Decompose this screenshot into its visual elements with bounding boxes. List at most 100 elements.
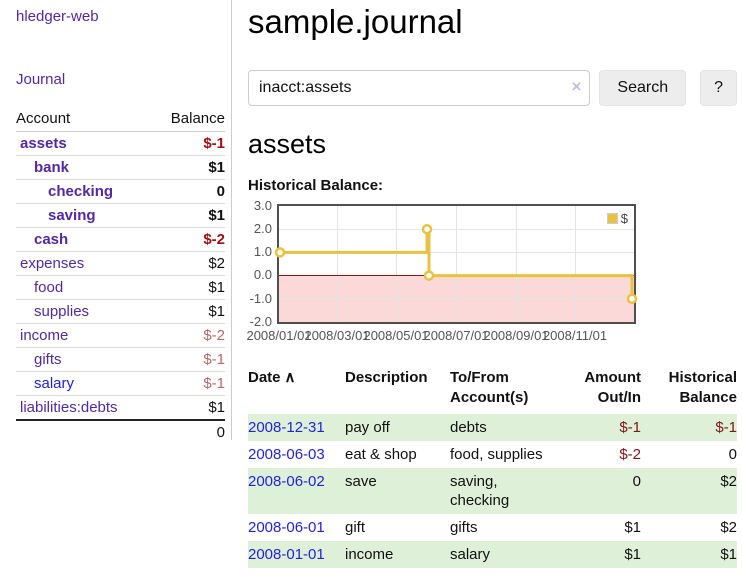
- transaction-amount: $1: [624, 519, 641, 536]
- transaction-amount: $-2: [619, 446, 641, 463]
- transaction-accounts: gifts: [450, 519, 478, 536]
- transaction-balance: $2: [720, 473, 737, 490]
- x-tick-label: 2008/07/01: [423, 328, 489, 343]
- search-input[interactable]: [248, 70, 591, 106]
- transaction-date-link[interactable]: 2008-06-03: [248, 446, 325, 463]
- data-point-marker: [423, 270, 435, 281]
- transaction-row: 2008-12-31 pay off debts $-1 $-1: [248, 414, 737, 441]
- clear-search-icon[interactable]: ×: [571, 77, 582, 96]
- transaction-balance: $-1: [715, 419, 737, 436]
- account-link-gifts[interactable]: gifts: [34, 351, 62, 368]
- account-row-assets: assets $-1: [16, 132, 225, 156]
- account-row-saving: saving $1: [16, 203, 225, 228]
- account-link-bank[interactable]: bank: [34, 159, 70, 176]
- account-link-food[interactable]: food: [34, 279, 64, 296]
- account-balance-cash: $-2: [152, 227, 225, 252]
- accounts-table: Account Balance assets $-1 bank $1 check…: [16, 106, 225, 444]
- x-tick-label: 2008/05/01: [363, 328, 429, 343]
- transaction-date-link[interactable]: 2008-12-31: [248, 419, 325, 436]
- transaction-amount: $-1: [619, 419, 641, 436]
- account-row-expenses: expenses $2: [16, 251, 225, 276]
- accounts-total-row: 0: [16, 419, 225, 444]
- transaction-description: eat & shop: [345, 446, 417, 463]
- x-tick-label: 2008/03/01: [304, 328, 370, 343]
- account-balance-liabilities-debts: $1: [152, 395, 225, 420]
- page-title: sample.journal: [248, 3, 463, 40]
- date-column-header[interactable]: Date ∧: [248, 369, 296, 386]
- transaction-balance: 0: [728, 446, 737, 463]
- legend-swatch-icon: [606, 213, 618, 224]
- legend-label: $: [620, 211, 628, 226]
- transaction-row: 2008-06-03 eat & shop food, supplies $-2…: [248, 441, 737, 468]
- app-title-link[interactable]: hledger-web: [16, 8, 99, 25]
- transaction-date-link[interactable]: 2008-06-02: [248, 473, 325, 490]
- app-title: hledger-web: [16, 8, 231, 26]
- account-balance-salary: $-1: [152, 371, 225, 396]
- transaction-description: income: [345, 546, 394, 563]
- account-balance-checking: 0: [152, 179, 225, 204]
- help-button[interactable]: ?: [700, 70, 737, 106]
- account-link-cash[interactable]: cash: [34, 231, 69, 248]
- x-tick-label: 2008/01/01: [246, 328, 312, 343]
- chart-title: Historical Balance:: [248, 177, 384, 194]
- account-row-income: income $-2: [16, 323, 225, 348]
- transaction-description: save: [345, 473, 377, 490]
- account-link-assets[interactable]: assets: [20, 135, 67, 152]
- transaction-date-link[interactable]: 2008-01-01: [248, 546, 325, 563]
- historical-balance-chart: 3.0 2.0 1.0 0.0 -1.0 -2.0: [246, 198, 737, 344]
- account-row-salary: salary $-1: [16, 371, 225, 396]
- y-tick-label: -2.0: [249, 314, 272, 329]
- account-row-gifts: gifts $-1: [16, 347, 225, 372]
- x-tick-label: 2008/11/01: [542, 328, 608, 343]
- chart-legend: $: [604, 210, 630, 227]
- balance-line-series: [274, 223, 638, 305]
- transaction-accounts: saving, checking: [450, 473, 510, 509]
- account-row-checking: checking 0: [16, 179, 225, 204]
- transaction-accounts: salary: [450, 546, 491, 563]
- accounts-table-header: Account Balance: [16, 106, 225, 132]
- search-button[interactable]: Search: [599, 70, 687, 106]
- account-row-supplies: supplies $1: [16, 299, 225, 324]
- data-point-marker: [274, 247, 286, 258]
- data-point-marker: [626, 293, 638, 305]
- transaction-amount: 0: [632, 473, 641, 490]
- balance-column-header: Historical Balance: [668, 369, 737, 406]
- transaction-date-link[interactable]: 2008-06-01: [248, 519, 325, 536]
- accounts-total-value: 0: [152, 419, 225, 444]
- account-balance-supplies: $1: [152, 299, 225, 324]
- amount-column-header: Amount Out/In: [584, 369, 641, 406]
- y-tick-label: 3.0: [253, 198, 272, 213]
- account-link-checking[interactable]: checking: [48, 183, 114, 200]
- account-balance-food: $1: [152, 275, 225, 300]
- account-link-saving[interactable]: saving: [48, 207, 96, 224]
- account-link-income[interactable]: income: [20, 327, 69, 344]
- sidebar: hledger-web Journal Account Balance asse…: [0, 0, 232, 444]
- sidebar-item-journal[interactable]: Journal: [16, 71, 66, 88]
- account-link-salary[interactable]: salary: [34, 375, 75, 392]
- transaction-balance: $1: [720, 546, 737, 563]
- plot-area: $: [274, 204, 638, 324]
- tofrom-column-header: To/From Account(s): [450, 369, 529, 406]
- search-box: ×: [248, 70, 591, 106]
- account-balance-bank: $1: [152, 155, 225, 180]
- account-row-food: food $1: [16, 275, 225, 300]
- transaction-amount: $1: [624, 546, 641, 563]
- sort-ascending-icon: ∧: [284, 369, 296, 386]
- account-link-liabilities-debts[interactable]: liabilities:debts: [20, 399, 118, 416]
- search-form: × Search ?: [248, 70, 737, 106]
- transaction-accounts: food, supplies: [450, 446, 543, 463]
- account-title: assets: [248, 129, 327, 159]
- account-balance-saving: $1: [152, 203, 225, 228]
- transaction-row: 2008-06-01 gift gifts $1 $2: [248, 514, 737, 541]
- data-point-marker: [421, 223, 433, 235]
- y-tick-label: 1.0: [253, 244, 272, 259]
- account-link-supplies[interactable]: supplies: [34, 303, 90, 320]
- account-balance-gifts: $-1: [152, 347, 225, 372]
- y-tick-label: -1.0: [249, 291, 272, 306]
- account-link-expenses[interactable]: expenses: [20, 255, 85, 272]
- transaction-description: pay off: [345, 419, 390, 436]
- transaction-accounts: debts: [450, 419, 487, 436]
- account-balance-assets: $-1: [203, 135, 225, 152]
- account-balance-income: $-2: [152, 323, 225, 348]
